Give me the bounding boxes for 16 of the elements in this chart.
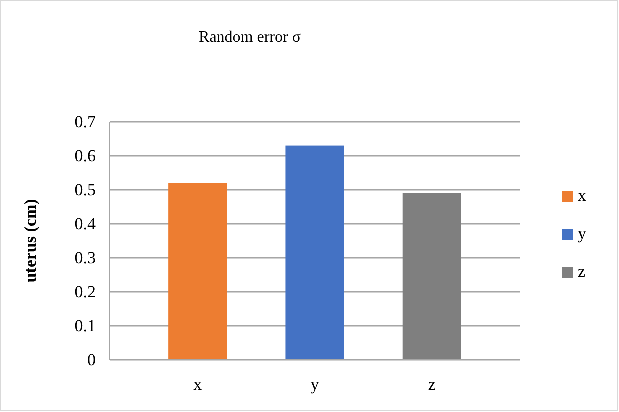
y-tick-label: 0.6 [74, 146, 96, 166]
y-tick-label: 0.1 [74, 316, 96, 336]
y-tick-label: 0.5 [74, 180, 96, 200]
y-tick-label: 0 [88, 350, 96, 370]
x-tick-label: y [310, 375, 320, 394]
legend-label: y [578, 224, 587, 243]
y-tick-label: 0.2 [74, 282, 96, 302]
chart-title: Random error σ [199, 29, 302, 46]
y-tick-label: 0.3 [74, 248, 96, 268]
y-axis-title: uterus (cm) [21, 199, 40, 283]
legend-label: x [578, 186, 587, 205]
x-tick-label: z [428, 375, 436, 394]
x-tick-label: x [194, 375, 203, 394]
y-tick-label: 0.7 [74, 112, 96, 132]
legend-label: z [578, 262, 586, 281]
y-tick-label: 0.4 [74, 214, 96, 234]
